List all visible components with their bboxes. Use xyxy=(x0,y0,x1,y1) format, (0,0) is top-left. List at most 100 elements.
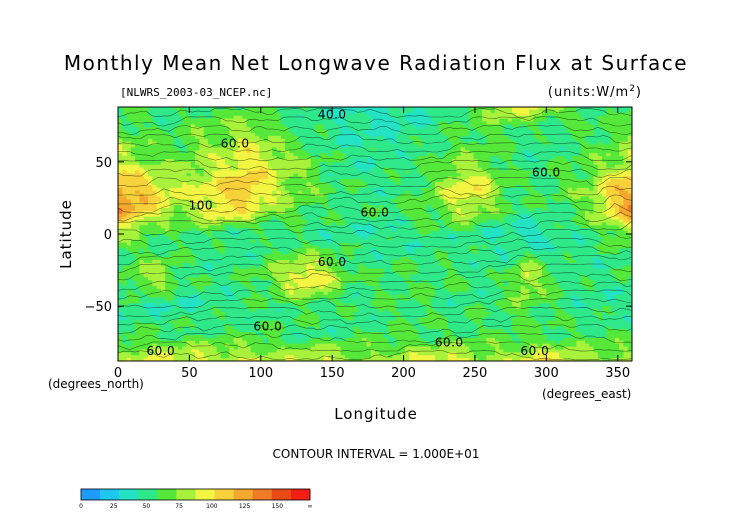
heat-cell xyxy=(216,164,222,169)
heat-cell xyxy=(135,205,140,209)
heat-cell xyxy=(190,130,196,134)
heat-cell xyxy=(229,138,235,143)
heat-cell xyxy=(370,225,376,229)
heat-cell xyxy=(443,144,449,148)
heat-cell xyxy=(379,135,384,140)
heat-cell xyxy=(464,213,470,218)
heat-cell xyxy=(559,147,564,151)
heat-cell xyxy=(567,219,573,223)
heat-cell xyxy=(499,219,504,223)
heat-cell xyxy=(319,132,324,137)
heat-cell xyxy=(520,187,526,192)
heat-cell xyxy=(293,109,299,114)
heat-cell xyxy=(139,179,145,183)
heat-cell xyxy=(396,112,402,117)
heat-cell xyxy=(409,141,414,145)
heat-cell xyxy=(619,118,624,122)
heat-cell xyxy=(362,109,367,114)
heat-cell xyxy=(452,118,457,122)
heat-cell xyxy=(263,167,269,171)
heat-cell xyxy=(469,118,474,122)
heat-cell xyxy=(413,222,419,226)
heat-cell xyxy=(353,216,359,220)
heat-cell xyxy=(135,213,140,218)
heat-cell xyxy=(250,115,256,119)
heat-cell xyxy=(199,144,205,148)
heat-cell xyxy=(165,193,170,197)
heat-cell xyxy=(122,173,127,177)
heat-cell xyxy=(563,127,569,131)
heat-cell xyxy=(434,118,440,122)
heat-cell xyxy=(156,107,162,111)
heat-cell xyxy=(126,196,132,200)
heat-cell xyxy=(460,127,466,131)
heat-cell xyxy=(434,107,440,111)
heat-cell xyxy=(469,161,474,166)
heat-cell xyxy=(396,127,402,131)
heat-cell xyxy=(379,216,384,220)
heat-cell xyxy=(392,179,397,183)
heat-cell xyxy=(563,107,569,111)
heat-cell xyxy=(289,141,295,145)
heat-cell xyxy=(319,179,324,183)
heat-cell xyxy=(619,138,624,143)
heat-cell xyxy=(297,164,303,169)
heat-cell xyxy=(340,208,346,212)
heat-cell xyxy=(212,187,217,192)
heat-cell xyxy=(554,173,560,177)
heat-cell xyxy=(130,225,136,229)
heat-cell xyxy=(289,153,295,157)
heat-cell xyxy=(237,112,243,117)
heat-cell xyxy=(422,109,427,114)
heat-cell xyxy=(340,210,346,215)
heat-cell xyxy=(293,219,299,223)
heat-cell xyxy=(413,213,419,218)
heat-cell xyxy=(315,153,320,157)
heat-cell xyxy=(182,184,187,189)
heat-cell xyxy=(233,164,239,169)
heat-cell xyxy=(212,167,217,171)
heat-cell xyxy=(507,184,513,189)
heat-cell xyxy=(323,173,329,177)
heat-cell xyxy=(177,115,183,119)
heat-cell xyxy=(520,156,526,160)
heat-cell xyxy=(293,147,299,151)
heat-cell xyxy=(494,219,500,223)
heat-cell xyxy=(246,182,252,186)
heat-cell xyxy=(439,135,444,140)
heat-cell xyxy=(147,182,153,186)
heat-cell xyxy=(499,205,504,209)
heat-cell xyxy=(349,156,354,160)
heat-cell xyxy=(152,118,157,122)
heat-cell xyxy=(267,225,273,229)
heat-cell xyxy=(503,130,509,134)
heat-cell xyxy=(486,196,492,200)
heat-cell xyxy=(447,127,453,131)
heat-cell xyxy=(345,208,350,212)
heat-cell xyxy=(366,135,372,140)
heat-cell xyxy=(516,107,522,111)
heat-cell xyxy=(212,156,217,160)
heat-cell xyxy=(597,176,603,180)
heat-cell xyxy=(606,132,611,137)
heat-cell xyxy=(310,138,316,143)
heat-cell xyxy=(383,190,389,194)
heat-cell xyxy=(366,138,372,143)
heat-cell xyxy=(327,213,333,218)
heat-cell xyxy=(619,213,624,218)
heat-cell xyxy=(323,158,329,163)
heat-cell xyxy=(156,184,162,189)
heat-cell xyxy=(486,141,492,145)
heat-cell xyxy=(434,109,440,114)
heat-cell xyxy=(512,193,517,197)
heat-cell xyxy=(297,199,303,203)
heat-cell xyxy=(430,196,436,200)
heat-cell xyxy=(490,173,496,177)
heat-cell xyxy=(267,132,273,137)
heat-cell xyxy=(147,225,153,229)
heat-cell xyxy=(473,121,479,125)
heat-cell xyxy=(516,150,522,154)
heat-cell xyxy=(310,109,316,114)
heat-cell xyxy=(447,138,453,143)
heat-cell xyxy=(524,205,530,209)
